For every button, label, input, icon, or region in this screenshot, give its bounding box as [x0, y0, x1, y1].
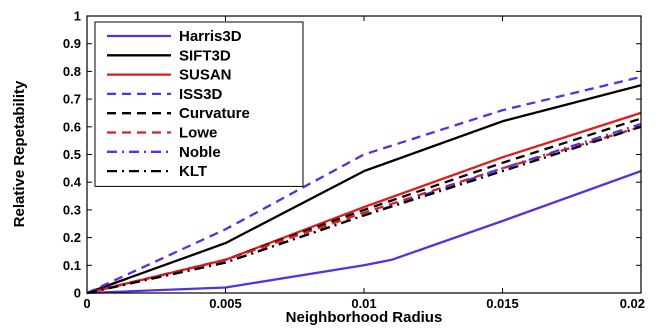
- x-tick-label: 0.015: [486, 296, 519, 311]
- series-layer: [86, 75, 642, 295]
- x-tick-label: 0: [83, 296, 90, 311]
- legend-label-sift3d: SIFT3D: [179, 47, 231, 64]
- legend-label-lowe: Lowe: [179, 125, 217, 142]
- legend-label-harris3d: Harris3D: [179, 28, 242, 45]
- legend-label-iss3d: ISS3D: [179, 86, 223, 103]
- y-axis-title: Relative Repetability: [11, 80, 28, 227]
- y-tick-label: 0.7: [63, 92, 81, 107]
- legend-label-klt: KLT: [179, 163, 207, 180]
- legend: Harris3D SIFT3D SUSAN ISS3D Curvature Lowe Nob…: [94, 21, 304, 187]
- y-tick-label: 0.4: [63, 175, 82, 190]
- y-tick-label: 0.5: [63, 147, 81, 162]
- legend-label-susan: SUSAN: [179, 67, 232, 84]
- legend-label-curvature: Curvature: [179, 105, 250, 122]
- legend-box: [94, 21, 304, 187]
- legend-label-noble: Noble: [179, 144, 221, 161]
- y-tick-label: 0.6: [63, 119, 81, 134]
- series-line-sift3d: [86, 84, 642, 295]
- y-tick-label: 0.1: [63, 258, 81, 273]
- series-line-harris3d: [86, 170, 642, 295]
- ticks-layer: 0 0.1 0.2 0.3 0.4 0.5 0.6 0.7 0.8 0.9 1 0 0.005 0.01 0…: [63, 9, 645, 312]
- y-tick-label: 0.2: [63, 230, 81, 245]
- y-tick-label: 0: [74, 286, 81, 301]
- x-tick-label: 0.02: [620, 296, 645, 311]
- x-tick-label: 0.005: [209, 296, 242, 311]
- x-axis-title: Neighborhood Radius: [286, 309, 443, 326]
- series-line-klt: [86, 125, 642, 295]
- x-tick-label: 0.01: [351, 296, 376, 311]
- y-tick-label: 0.3: [63, 202, 81, 217]
- y-tick-label: 0.9: [63, 36, 81, 51]
- y-tick-label: 0.8: [63, 64, 81, 79]
- y-tick-label: 1: [74, 9, 81, 24]
- series-line-iss3d: [86, 75, 642, 295]
- series-line-lowe: [86, 125, 642, 295]
